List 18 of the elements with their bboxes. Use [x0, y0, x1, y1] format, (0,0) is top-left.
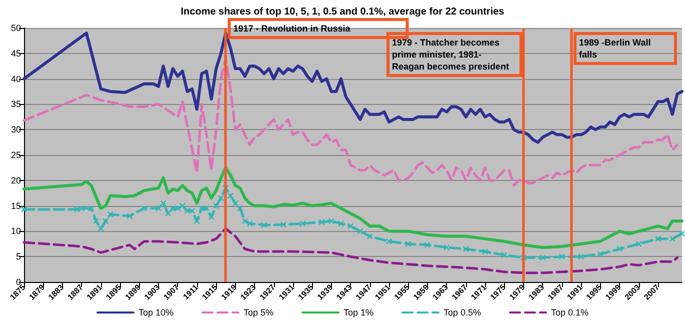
legend-label: Top 1% — [343, 308, 374, 318]
y-tick-label: 20 — [10, 175, 21, 186]
y-tick-label: 15 — [10, 200, 21, 211]
legend-label: Top 0.1% — [551, 308, 589, 318]
y-tick-label: 30 — [10, 124, 21, 135]
ref-line-label: 1979 - Thatcher becomes prime minister, 1981- Reagan becomes president — [392, 38, 510, 72]
legend-label: Top 0.5% — [444, 308, 482, 318]
legend-label: Top 5% — [243, 308, 274, 318]
y-tick-label: 10 — [10, 226, 21, 236]
y-tick-label: 50 — [10, 23, 21, 33]
chart-title: Income shares of top 10, 5, 1, 0.5 and 0.1%, average for 22 countries — [180, 6, 505, 18]
y-tick-label: 45 — [10, 48, 21, 58]
ref-line-label: 1989 -Berlin Wall falls — [579, 38, 654, 60]
legend-label: Top 10% — [138, 308, 174, 318]
y-tick-label: 35 — [10, 99, 21, 110]
y-tick-label: 25 — [10, 150, 21, 160]
y-tick-label: 40 — [10, 74, 21, 84]
ref-line-label: 1917 - Revolution in Russia — [233, 24, 352, 34]
